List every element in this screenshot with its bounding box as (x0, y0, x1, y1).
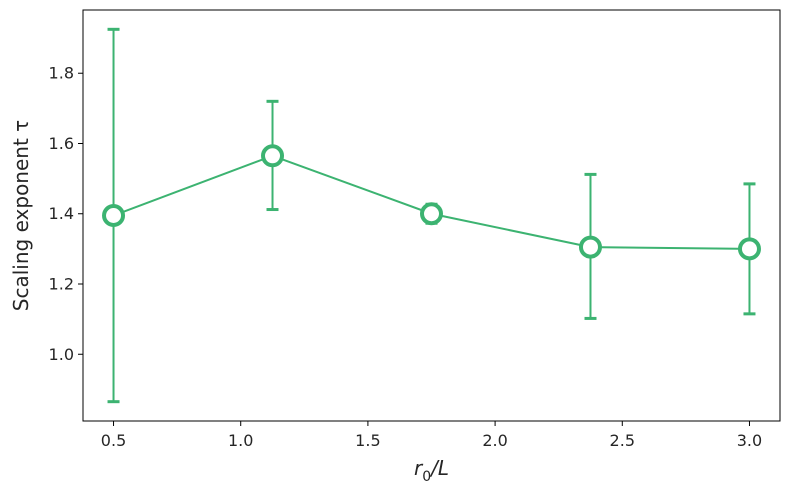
plot-marks (102, 27, 761, 404)
x-axis-label-main: r (414, 456, 424, 480)
x-axis-ticks: 0.5 1.0 1.5 2.0 2.5 3.0 (101, 421, 762, 450)
y-tick-label: 1.0 (49, 345, 74, 364)
y-tick-label: 1.2 (49, 275, 74, 294)
y-axis-ticks: 1.0 1.2 1.4 1.6 1.8 (49, 64, 83, 364)
x-tick-label: 1.0 (228, 431, 253, 450)
data-point (102, 204, 126, 227)
x-tick-label: 0.5 (101, 431, 126, 450)
x-axis-label: r0/L (414, 456, 449, 485)
data-point (261, 144, 285, 168)
x-axis-label-subscript: 0 (422, 469, 431, 485)
y-axis-label: Scaling exponent τ (9, 120, 33, 311)
data-point (420, 202, 443, 226)
y-tick-label: 1.4 (49, 204, 74, 223)
x-axis-label-rest: /L (429, 456, 449, 480)
x-tick-label: 2.0 (482, 431, 507, 450)
y-tick-label: 1.6 (49, 134, 74, 153)
data-point (578, 235, 602, 259)
x-tick-label: 1.5 (355, 431, 380, 450)
plot-frame (82, 9, 781, 422)
x-tick-label: 3.0 (737, 431, 762, 450)
x-tick-label: 2.5 (610, 431, 635, 450)
data-point (737, 237, 761, 261)
y-tick-label: 1.8 (49, 64, 74, 83)
